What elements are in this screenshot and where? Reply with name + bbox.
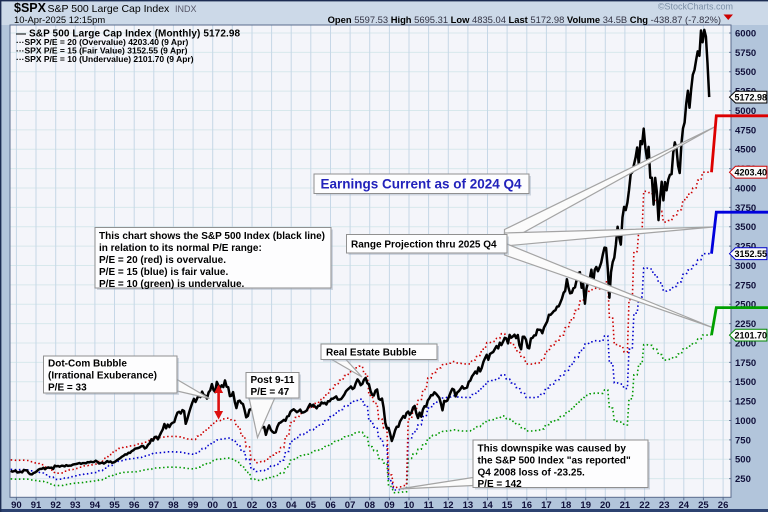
svg-text:5000: 5000 — [735, 106, 756, 117]
svg-text:P/E = 47: P/E = 47 — [251, 387, 290, 398]
svg-text:4000: 4000 — [735, 183, 756, 194]
svg-text:07: 07 — [345, 500, 356, 511]
svg-text:4500: 4500 — [735, 145, 756, 156]
svg-text:4750: 4750 — [735, 125, 756, 136]
svg-text:3250: 3250 — [735, 242, 756, 253]
svg-text:98: 98 — [168, 500, 179, 511]
svg-text:3500: 3500 — [735, 222, 756, 233]
svg-text:10-Apr-2025 12:15pm: 10-Apr-2025 12:15pm — [14, 14, 105, 25]
svg-text:(Irrational Exuberance): (Irrational Exuberance) — [48, 371, 157, 382]
svg-text:24: 24 — [679, 500, 690, 511]
svg-text:99: 99 — [188, 500, 199, 511]
svg-text:25: 25 — [698, 500, 709, 511]
svg-text:Post 9-11: Post 9-11 — [251, 375, 295, 386]
svg-text:P/E = 33: P/E = 33 — [48, 383, 87, 394]
svg-text:11: 11 — [424, 500, 435, 511]
svg-text:This chart shows the S&P 500 I: This chart shows the S&P 500 Index (blac… — [99, 231, 325, 242]
svg-text:96: 96 — [129, 500, 140, 511]
svg-text:13: 13 — [463, 500, 474, 511]
svg-text:···SPX P/E = 20 (Overvalue) 42: ···SPX P/E = 20 (Overvalue) 4203.40 (9 A… — [16, 37, 189, 47]
svg-text:the S&P 500 Index "as reported: the S&P 500 Index "as reported" — [478, 456, 632, 467]
svg-text:97: 97 — [149, 500, 160, 511]
svg-text:4203.40: 4203.40 — [735, 168, 768, 178]
svg-text:500: 500 — [735, 455, 751, 466]
svg-text:in relation to its normal P/E: in relation to its normal P/E range: — [99, 243, 262, 254]
svg-text:S&P 500 Large Cap Index: S&P 500 Large Cap Index — [48, 3, 171, 15]
svg-text:INDX: INDX — [175, 4, 197, 14]
svg-text:3750: 3750 — [735, 203, 756, 214]
svg-text:3000: 3000 — [735, 261, 756, 272]
svg-text:5500: 5500 — [735, 67, 756, 78]
svg-text:Earnings Current as of 2024 Q4: Earnings Current as of 2024 Q4 — [320, 177, 522, 192]
svg-text:Dot-Com Bubble: Dot-Com Bubble — [48, 359, 127, 370]
svg-text:18: 18 — [561, 500, 572, 511]
svg-text:©StockCharts.com: ©StockCharts.com — [658, 2, 733, 12]
svg-text:1750: 1750 — [735, 358, 756, 369]
svg-text:1500: 1500 — [735, 377, 756, 388]
svg-text:14: 14 — [482, 500, 493, 511]
svg-text:05: 05 — [306, 500, 317, 511]
svg-text:2250: 2250 — [735, 319, 756, 330]
svg-text:02: 02 — [247, 500, 258, 511]
svg-text:09: 09 — [384, 500, 395, 511]
svg-text:2500: 2500 — [735, 300, 756, 311]
svg-text:2750: 2750 — [735, 280, 756, 291]
svg-text:5172.98: 5172.98 — [735, 92, 768, 102]
svg-text:Range Projection thru 2025 Q4: Range Projection thru 2025 Q4 — [351, 240, 497, 251]
svg-text:95: 95 — [109, 500, 120, 511]
svg-text:Open 5597.53 High 5695.31 Lo: Open 5597.53 High 5695.31 Low 4835.04 La… — [328, 14, 721, 25]
svg-text:08: 08 — [364, 500, 375, 511]
svg-text:— S&P 500 Large Cap Index (Mon: — S&P 500 Large Cap Index (Monthly) 5172… — [16, 29, 241, 40]
svg-text:06: 06 — [325, 500, 336, 511]
svg-text:6000: 6000 — [735, 28, 756, 39]
svg-text:26: 26 — [718, 500, 729, 511]
svg-text:1250: 1250 — [735, 397, 756, 408]
svg-text:P/E = 142: P/E = 142 — [478, 479, 523, 490]
svg-text:91: 91 — [31, 500, 42, 511]
svg-text:92: 92 — [50, 500, 61, 511]
svg-text:19: 19 — [580, 500, 591, 511]
svg-text:21: 21 — [620, 500, 631, 511]
svg-text:20: 20 — [600, 500, 611, 511]
svg-text:23: 23 — [659, 500, 670, 511]
svg-text:Q4 2008 loss of -23.25.: Q4 2008 loss of -23.25. — [478, 468, 586, 479]
svg-text:01: 01 — [227, 500, 238, 511]
svg-text:5750: 5750 — [735, 48, 756, 59]
svg-text:94: 94 — [90, 500, 101, 511]
svg-text:P/E = 10 (green) is undervalue: P/E = 10 (green) is undervalue. — [99, 279, 245, 290]
svg-text:00: 00 — [207, 500, 218, 511]
svg-text:2101.70: 2101.70 — [735, 330, 768, 340]
svg-text:17: 17 — [541, 500, 552, 511]
svg-text:04: 04 — [286, 500, 297, 511]
svg-text:750: 750 — [735, 435, 751, 446]
svg-text:16: 16 — [522, 500, 533, 511]
svg-text:1000: 1000 — [735, 416, 756, 427]
svg-text:90: 90 — [11, 500, 22, 511]
svg-text:93: 93 — [70, 500, 81, 511]
svg-text:···SPX P/E = 15 (Fair Value) 3: ···SPX P/E = 15 (Fair Value) 3152.55 (9 … — [16, 46, 188, 56]
svg-text:Real Estate Bubble: Real Estate Bubble — [326, 348, 417, 359]
svg-text:$SPX: $SPX — [14, 1, 47, 15]
svg-text:22: 22 — [639, 500, 650, 511]
svg-text:P/E = 15 (blue) is fair value.: P/E = 15 (blue) is fair value. — [99, 267, 228, 278]
svg-text:12: 12 — [443, 500, 454, 511]
svg-text:250: 250 — [735, 474, 751, 485]
svg-text:3152.55: 3152.55 — [735, 249, 768, 259]
svg-text:This downspike was caused by: This downspike was caused by — [478, 444, 627, 455]
svg-text:10: 10 — [404, 500, 415, 511]
svg-text:2000: 2000 — [735, 338, 756, 349]
svg-text:03: 03 — [266, 500, 277, 511]
svg-text:P/E = 20 (red) is overvalue.: P/E = 20 (red) is overvalue. — [99, 255, 226, 266]
svg-text:···SPX P/E = 10 (Undervalue) 2: ···SPX P/E = 10 (Undervalue) 2101.70 (9 … — [16, 54, 194, 64]
svg-text:15: 15 — [502, 500, 513, 511]
